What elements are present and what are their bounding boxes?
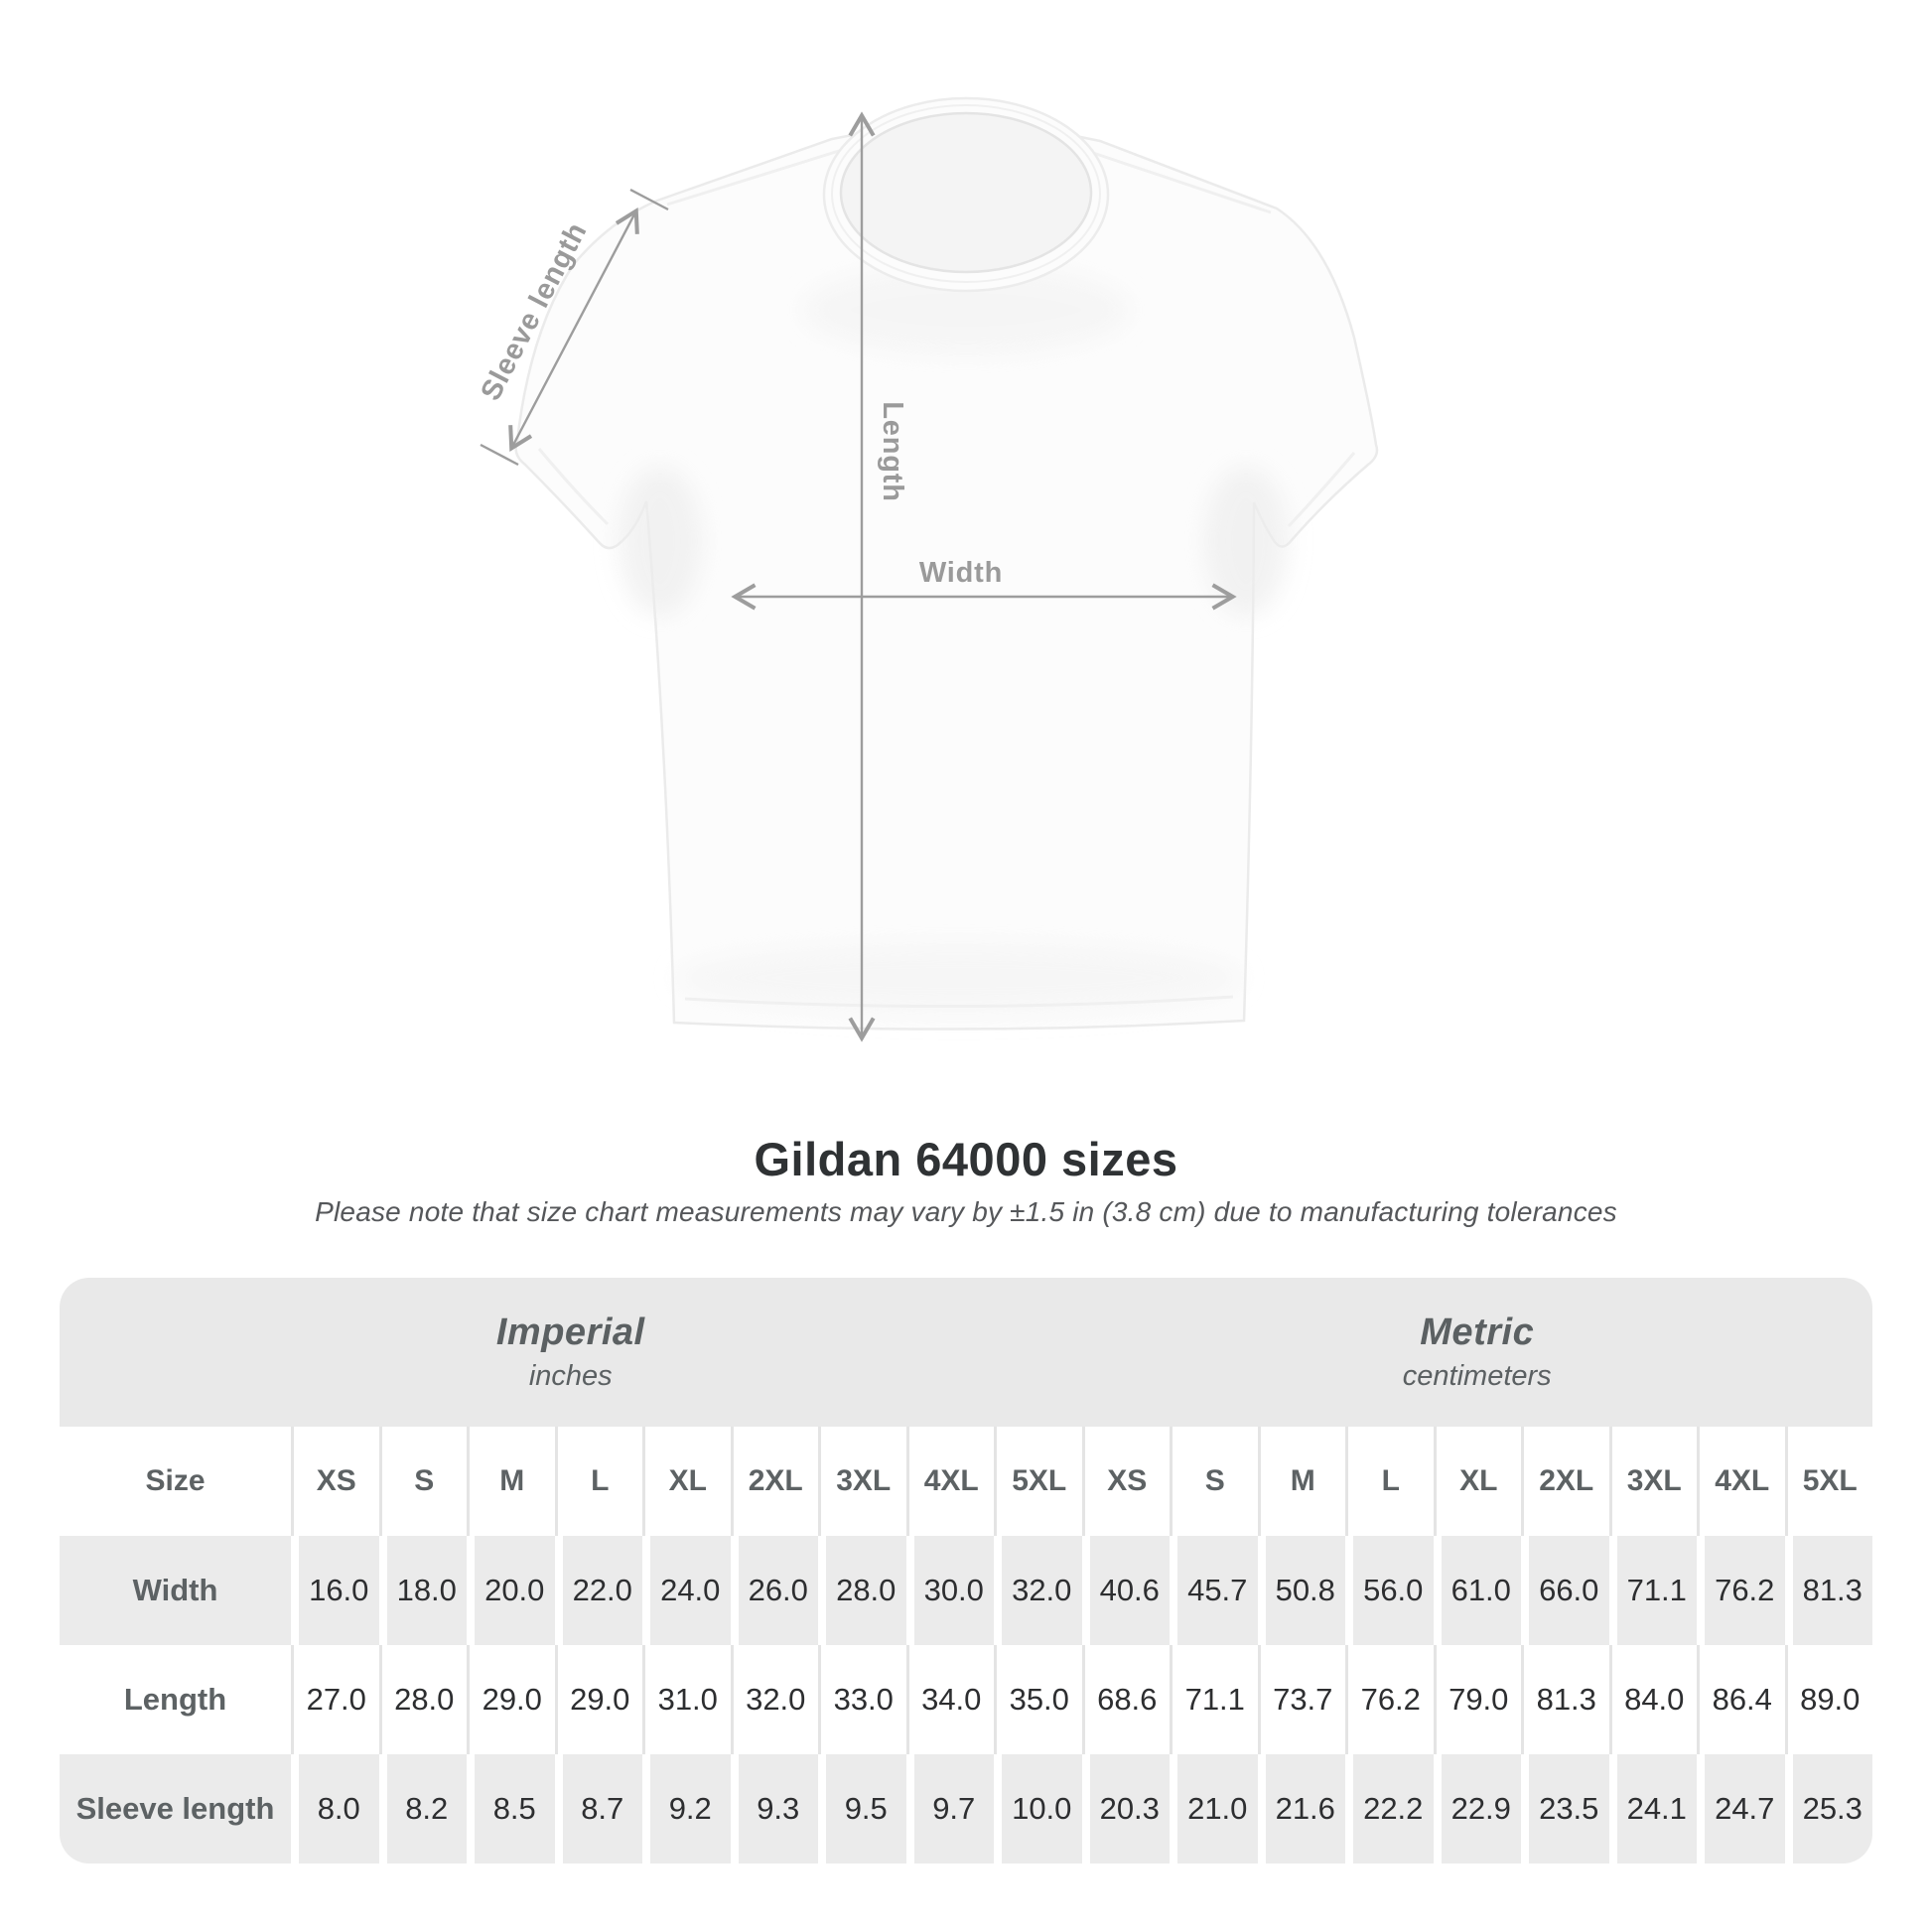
imperial-group-unit: inches [528,1360,613,1392]
table-cell: 86.4 [1697,1645,1785,1754]
table-cell: 81.3 [1521,1645,1609,1754]
table-cell: 50.8 [1257,1536,1345,1645]
metric-group-header: Metric centimeters [1081,1278,1872,1427]
table-cell: 45.7 [1170,1536,1258,1645]
size-column-header: Size [145,1464,206,1497]
size-header-imperial-l: L [554,1427,642,1536]
row-label: Width [60,1536,291,1645]
table-cell: 61.0 [1433,1536,1521,1645]
table-cell: 66.0 [1521,1536,1609,1645]
metric-group-title: Metric [1420,1311,1535,1353]
size-header-imperial-5xl: 5XL [994,1427,1082,1536]
table-cell: 8.2 [378,1754,467,1863]
size-header-metric-5xl: 5XL [1784,1427,1872,1536]
table-cell: 34.0 [905,1645,994,1754]
table-cell: 10.0 [994,1754,1082,1863]
table-cell: 71.1 [1608,1536,1697,1645]
metric-group-unit: centimeters [1402,1360,1552,1392]
table-cell: 73.7 [1257,1645,1345,1754]
table-cell: 18.0 [378,1536,467,1645]
size-header-imperial-2xl: 2XL [730,1427,818,1536]
size-header-imperial-xl: XL [642,1427,731,1536]
table-cell: 79.0 [1433,1645,1521,1754]
size-header-metric-s: S [1170,1427,1258,1536]
tshirt-measurement-diagram: Length Width Sleeve length [475,96,1379,1042]
row-label: Length [60,1645,291,1754]
sleeve-tick-top [629,188,669,211]
imperial-group-header: Imperial inches [60,1278,1082,1427]
table-cell: 25.3 [1784,1754,1872,1863]
size-header-imperial-xs: XS [291,1427,379,1536]
size-header-metric-4xl: 4XL [1697,1427,1785,1536]
table-cell: 22.9 [1433,1754,1521,1863]
table-cell: 24.7 [1697,1754,1785,1863]
title-block: Gildan 64000 sizes Please note that size… [0,1132,1932,1228]
size-table: Imperial inches Metric centimeters Size X… [60,1278,1872,1863]
table-cell: 8.0 [291,1754,379,1863]
sleeve-tick-bottom [480,443,519,467]
table-cell: 16.0 [291,1536,379,1645]
table-cell: 22.0 [554,1536,642,1645]
size-header-imperial-m: M [467,1427,555,1536]
table-cell: 32.0 [730,1645,818,1754]
table-cell: 20.0 [467,1536,555,1645]
tolerance-note: Please note that size chart measurements… [315,1196,1617,1227]
table-cell: 29.0 [554,1645,642,1754]
size-header-metric-m: M [1257,1427,1345,1536]
size-header-imperial-3xl: 3XL [818,1427,906,1536]
table-cell: 26.0 [730,1536,818,1645]
length-dimension-label: Length [877,401,908,501]
size-header-metric-3xl: 3XL [1608,1427,1697,1536]
table-cell: 29.0 [467,1645,555,1754]
table-cell: 81.3 [1784,1536,1872,1645]
table-cell: 32.0 [994,1536,1082,1645]
table-cell: 68.6 [1081,1645,1170,1754]
size-header-metric-xs: XS [1081,1427,1170,1536]
table-cell: 9.5 [818,1754,906,1863]
table-cell: 23.5 [1521,1754,1609,1863]
page-title: Gildan 64000 sizes [754,1133,1178,1185]
width-dimension-label: Width [919,557,1003,589]
table-cell: 56.0 [1345,1536,1434,1645]
table-cell: 21.0 [1170,1754,1258,1863]
size-header-metric-2xl: 2XL [1521,1427,1609,1536]
size-header-imperial-s: S [378,1427,467,1536]
tshirt-diagram-svg: Length Width Sleeve length [475,96,1379,1042]
table-cell: 8.7 [554,1754,642,1863]
collar [822,96,1110,293]
table-cell: 22.2 [1345,1754,1434,1863]
table-cell: 71.1 [1170,1645,1258,1754]
table-cell: 28.0 [818,1536,906,1645]
table-cell: 89.0 [1784,1645,1872,1754]
sleeve-length-arrow [508,207,639,453]
table-cell: 24.1 [1608,1754,1697,1863]
table-cell: 31.0 [642,1645,731,1754]
table-cell: 30.0 [905,1536,994,1645]
length-dimension: Length [848,111,908,1042]
table-cell: 76.2 [1697,1536,1785,1645]
table-cell: 24.0 [642,1536,731,1645]
width-dimension: Width [731,557,1237,611]
size-header-imperial-4xl: 4XL [905,1427,994,1536]
table-cell: 84.0 [1608,1645,1697,1754]
table-cell: 8.5 [467,1754,555,1863]
table-cell: 40.6 [1081,1536,1170,1645]
table-cell: 33.0 [818,1645,906,1754]
table-cell: 21.6 [1257,1754,1345,1863]
table-cell: 35.0 [994,1645,1082,1754]
tshirt-image [514,96,1379,1031]
table-cell: 28.0 [378,1645,467,1754]
size-header-metric-l: L [1345,1427,1434,1536]
table-cell: 9.2 [642,1754,731,1863]
table-cell: 76.2 [1345,1645,1434,1754]
imperial-group-title: Imperial [495,1311,645,1353]
table-cell: 27.0 [291,1645,379,1754]
table-cell: 9.3 [730,1754,818,1863]
table-cell: 9.7 [905,1754,994,1863]
row-label: Sleeve length [60,1754,291,1863]
size-header-metric-xl: XL [1433,1427,1521,1536]
table-cell: 20.3 [1081,1754,1170,1863]
